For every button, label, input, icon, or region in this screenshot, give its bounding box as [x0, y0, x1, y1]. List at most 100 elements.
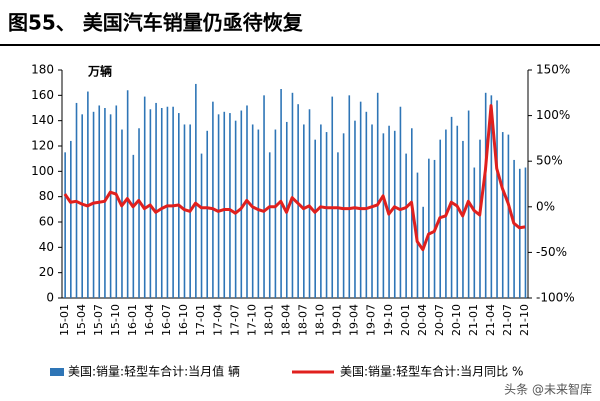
- bar: [195, 83, 197, 298]
- bar: [308, 109, 311, 299]
- bar: [490, 95, 493, 298]
- x-tick-label: 15-04: [75, 304, 88, 336]
- y-tick-label: 120: [31, 139, 54, 153]
- y-tick-label: 0: [46, 291, 54, 305]
- bar: [138, 128, 140, 298]
- x-tick-label: 21-04: [484, 304, 497, 336]
- y2-tick-label: 0%: [536, 199, 555, 213]
- legend-label: 美国:销量:轻型车合计:当月值 辆: [68, 364, 240, 379]
- bar: [160, 108, 163, 298]
- bar: [274, 129, 277, 298]
- bar: [251, 124, 254, 298]
- x-tick-label: 20-01: [399, 304, 412, 336]
- bar: [382, 133, 385, 298]
- bar: [524, 167, 527, 298]
- bar: [314, 139, 316, 298]
- x-tick-label: 18-07: [297, 304, 310, 336]
- bar: [206, 130, 209, 298]
- x-tick-label: 19-07: [365, 304, 378, 336]
- bar: [81, 114, 83, 298]
- bar: [376, 92, 379, 298]
- x-tick-label: 21-07: [501, 304, 514, 336]
- bar: [297, 104, 299, 298]
- x-tick-label: 21-10: [518, 304, 531, 336]
- bar: [166, 106, 169, 298]
- bar: [456, 125, 459, 298]
- y-tick-label: 20: [39, 265, 54, 279]
- bar: [240, 110, 243, 299]
- bar: [320, 124, 322, 298]
- x-tick-label: 20-10: [450, 304, 463, 336]
- x-tick-label: 16-01: [126, 304, 139, 336]
- bar: [496, 100, 498, 299]
- bar: [223, 111, 226, 298]
- x-tick-label: 17-10: [245, 304, 258, 336]
- y2-tick-label: -100%: [536, 291, 575, 305]
- bar: [104, 108, 106, 298]
- bar: [172, 106, 174, 298]
- bar: [280, 89, 282, 298]
- y-tick-label: 40: [39, 240, 54, 254]
- bar: [473, 167, 476, 298]
- bar: [354, 120, 356, 299]
- y-tick-label: 160: [31, 88, 54, 102]
- y2-tick-label: 50%: [536, 154, 563, 168]
- bar: [513, 159, 515, 298]
- bar: [200, 153, 203, 298]
- x-tick-label: 18-04: [279, 304, 292, 336]
- bar: [462, 140, 464, 298]
- y2-tick-label: 100%: [536, 108, 570, 122]
- x-tick-label: 19-01: [331, 304, 344, 336]
- bar: [109, 114, 112, 298]
- bar: [87, 91, 89, 299]
- x-tick-label: 16-10: [177, 304, 190, 336]
- bar: [331, 96, 334, 298]
- bar: [359, 101, 362, 299]
- y-unit: 万辆: [87, 64, 112, 79]
- bar: [484, 92, 487, 298]
- bar: [479, 139, 481, 298]
- x-tick-label: 16-07: [160, 304, 173, 336]
- bar: [393, 130, 396, 298]
- line: [63, 104, 526, 252]
- bar: [121, 129, 123, 298]
- bar: [348, 95, 351, 298]
- x-tick-label: 16-04: [143, 304, 156, 336]
- bar: [263, 95, 265, 298]
- bar: [342, 133, 345, 298]
- bar: [229, 113, 231, 298]
- bar: [143, 96, 146, 298]
- bar: [371, 124, 373, 298]
- watermark: 头条 @未来智库: [504, 382, 592, 397]
- chart-title: 图55、 美国汽车销量仍亟待恢复: [8, 11, 304, 35]
- x-tick-label: 17-07: [228, 304, 241, 336]
- bar: [303, 124, 305, 298]
- bar: [257, 129, 260, 298]
- bar: [507, 134, 510, 298]
- x-tick-label: 18-01: [262, 304, 275, 336]
- y2-tick-label: 150%: [536, 63, 570, 77]
- bar: [422, 206, 424, 298]
- bar: [132, 154, 135, 298]
- bar: [291, 92, 294, 298]
- y-tick-label: 180: [31, 63, 54, 77]
- bar: [337, 152, 339, 298]
- bar: [217, 114, 220, 298]
- bar: [92, 111, 95, 298]
- bar: [518, 168, 521, 298]
- bar: [365, 111, 368, 298]
- bar: [126, 90, 129, 299]
- y-tick-label: 80: [39, 189, 54, 203]
- y2-tick-label: -50%: [536, 245, 567, 259]
- x-tick-label: 18-10: [314, 304, 327, 336]
- bar: [428, 158, 430, 298]
- bar: [64, 152, 66, 298]
- bar: [399, 106, 402, 298]
- y-tick-label: 140: [31, 113, 54, 127]
- x-tick-label: 20-07: [433, 304, 446, 336]
- bar: [70, 140, 72, 298]
- bar: [405, 153, 407, 298]
- bar: [155, 102, 157, 298]
- x-tick-label: 19-10: [382, 304, 395, 336]
